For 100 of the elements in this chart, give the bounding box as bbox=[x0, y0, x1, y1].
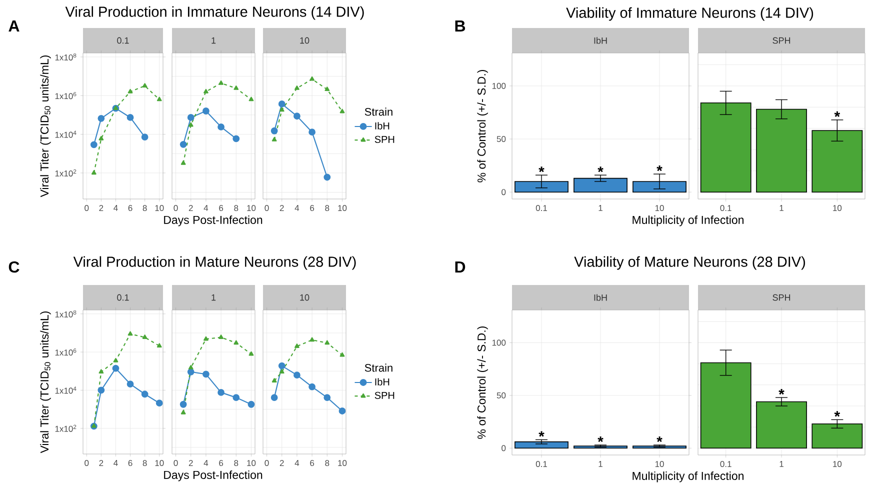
text: D bbox=[455, 261, 466, 272]
annotation: * bbox=[834, 411, 840, 417]
x-tick-label: 6 bbox=[219, 205, 224, 212]
chart-subtitle: 0.1 bbox=[117, 294, 129, 301]
chart-subtitle: 1 bbox=[212, 294, 216, 301]
y-tick-label: 1x10$^{4}$ bbox=[55, 386, 76, 394]
x-tick-label: 0.1 bbox=[720, 461, 732, 468]
x-tick-label: 8 bbox=[234, 460, 238, 466]
x-tick-label: 4 bbox=[294, 460, 300, 466]
x-tick-label: 4 bbox=[204, 460, 208, 466]
x-tick-label: 4 bbox=[114, 460, 118, 466]
y-tick-label: 0 bbox=[502, 445, 506, 452]
x-tick-label: 6 bbox=[310, 460, 314, 466]
y-tick-label: 100 bbox=[492, 82, 506, 89]
legend-label: IbH bbox=[375, 378, 390, 386]
y-axis-title: % of Control (+/- S.D.) bbox=[477, 70, 488, 182]
chart-title: Viability of Mature Neurons (28 DIV) bbox=[574, 256, 805, 270]
chart-subtitle: IbH bbox=[594, 294, 607, 301]
annotation: * bbox=[598, 436, 604, 442]
x-tick-label: 10 bbox=[833, 461, 842, 468]
x-tick-label: 2 bbox=[188, 205, 193, 211]
annotation: * bbox=[538, 166, 544, 172]
chart-subtitle: IbH bbox=[594, 37, 607, 44]
x-tick-label: 0 bbox=[174, 205, 178, 212]
x-tick-label: 1 bbox=[780, 461, 784, 467]
x-tick-label: 10 bbox=[338, 205, 347, 212]
x-tick-label: 2 bbox=[280, 205, 284, 211]
text: Viral Production in Mature Neurons (28 DIV) bbox=[73, 256, 356, 270]
y-tick-label: 50 bbox=[496, 136, 506, 142]
x-tick-label: 2 bbox=[280, 460, 284, 466]
y-tick-label: 50 bbox=[496, 392, 506, 398]
chart-subtitle: SPH bbox=[772, 37, 790, 44]
y-tick-label: 1x10$^{6}$ bbox=[55, 92, 76, 100]
x-tick-label: 10 bbox=[155, 460, 164, 466]
x-tick-label: 4 bbox=[114, 205, 118, 211]
x-axis-title: Multiplicity of Infection bbox=[632, 216, 744, 226]
x-tick-label: 8 bbox=[325, 205, 330, 212]
x-tick-label: 10 bbox=[338, 460, 347, 466]
legend-title: Strain bbox=[364, 364, 392, 372]
x-axis-title: Multiplicity of Infection bbox=[632, 472, 744, 482]
y-axis-title: % of Control (+/- S.D.) bbox=[477, 326, 488, 439]
x-tick-label: 10 bbox=[155, 205, 164, 212]
chart-title: Viability of Immature Neurons (14 DIV) bbox=[566, 7, 814, 21]
x-tick-label: 10 bbox=[655, 461, 664, 468]
x-tick-label: 0.1 bbox=[720, 205, 732, 212]
x-tick-label: 10 bbox=[247, 205, 256, 212]
annotation: * bbox=[834, 111, 840, 117]
text: B bbox=[455, 20, 466, 32]
x-tick-label: 8 bbox=[142, 205, 147, 212]
annotation: * bbox=[656, 166, 662, 172]
chart-subtitle: 10 bbox=[300, 37, 310, 44]
y-tick-label: 100 bbox=[492, 340, 506, 346]
chart-subtitle: SPH bbox=[772, 294, 790, 301]
x-tick-label: 0 bbox=[264, 205, 269, 212]
x-tick-label: 6 bbox=[310, 205, 314, 212]
x-tick-label: 10 bbox=[655, 205, 664, 212]
text: Viral Production in Immature Neurons (14 DIV) bbox=[65, 6, 364, 20]
x-tick-label: 8 bbox=[142, 460, 147, 466]
text: A bbox=[8, 20, 20, 32]
x-tick-label: 0.1 bbox=[536, 205, 547, 212]
x-tick-label: 1 bbox=[598, 205, 602, 211]
legend-label: SPH bbox=[374, 136, 394, 143]
x-axis-title: Days Post-Infection bbox=[164, 470, 262, 482]
y-tick-label: 1x10$^{8}$ bbox=[55, 310, 76, 318]
y-tick-label: 1x10$^{6}$ bbox=[55, 348, 76, 356]
x-tick-label: 4 bbox=[204, 205, 208, 211]
x-tick-label: 2 bbox=[188, 460, 193, 466]
y-tick-label: 1x10$^{2}$ bbox=[55, 424, 76, 432]
x-tick-label: 6 bbox=[128, 460, 132, 466]
legend-title: Strain bbox=[364, 108, 392, 116]
x-tick-label: 8 bbox=[234, 205, 238, 212]
legend-label: SPH bbox=[374, 392, 394, 399]
chart-subtitle: 1 bbox=[212, 37, 216, 44]
y-tick-label: 0 bbox=[502, 189, 506, 196]
x-tick-label: 0 bbox=[264, 460, 269, 466]
chart-subtitle: 10 bbox=[300, 294, 310, 301]
x-tick-label: 2 bbox=[99, 205, 104, 211]
y-tick-label: 1x10$^{4}$ bbox=[55, 130, 76, 138]
annotation: * bbox=[598, 166, 604, 172]
legend-label: IbH bbox=[375, 122, 390, 130]
x-tick-label: 0 bbox=[84, 460, 89, 466]
annotation: * bbox=[778, 389, 784, 395]
y-axis-title: Viral Titer (TCID$_{50}$ units/mL) bbox=[40, 56, 51, 198]
y-tick-label: 1x10$^{8}$ bbox=[55, 53, 76, 60]
x-tick-label: 10 bbox=[833, 205, 842, 212]
x-tick-label: 6 bbox=[128, 205, 132, 212]
x-tick-label: 1 bbox=[780, 205, 784, 211]
x-tick-label: 4 bbox=[294, 205, 300, 211]
x-tick-label: 8 bbox=[325, 460, 330, 466]
x-tick-label: 2 bbox=[99, 460, 104, 466]
annotation: * bbox=[656, 436, 662, 442]
x-tick-label: 0.1 bbox=[536, 461, 547, 468]
annotation: * bbox=[538, 431, 544, 437]
text: C bbox=[8, 261, 20, 273]
y-axis-title: Viral Titer (TCID$_{50}$ units/mL) bbox=[40, 312, 51, 454]
x-axis-title: Days Post-Infection bbox=[164, 216, 262, 226]
x-tick-label: 6 bbox=[219, 460, 224, 466]
y-tick-label: 1x10$^{2}$ bbox=[55, 169, 76, 176]
x-tick-label: 0 bbox=[174, 460, 178, 466]
x-tick-label: 0 bbox=[84, 205, 89, 212]
